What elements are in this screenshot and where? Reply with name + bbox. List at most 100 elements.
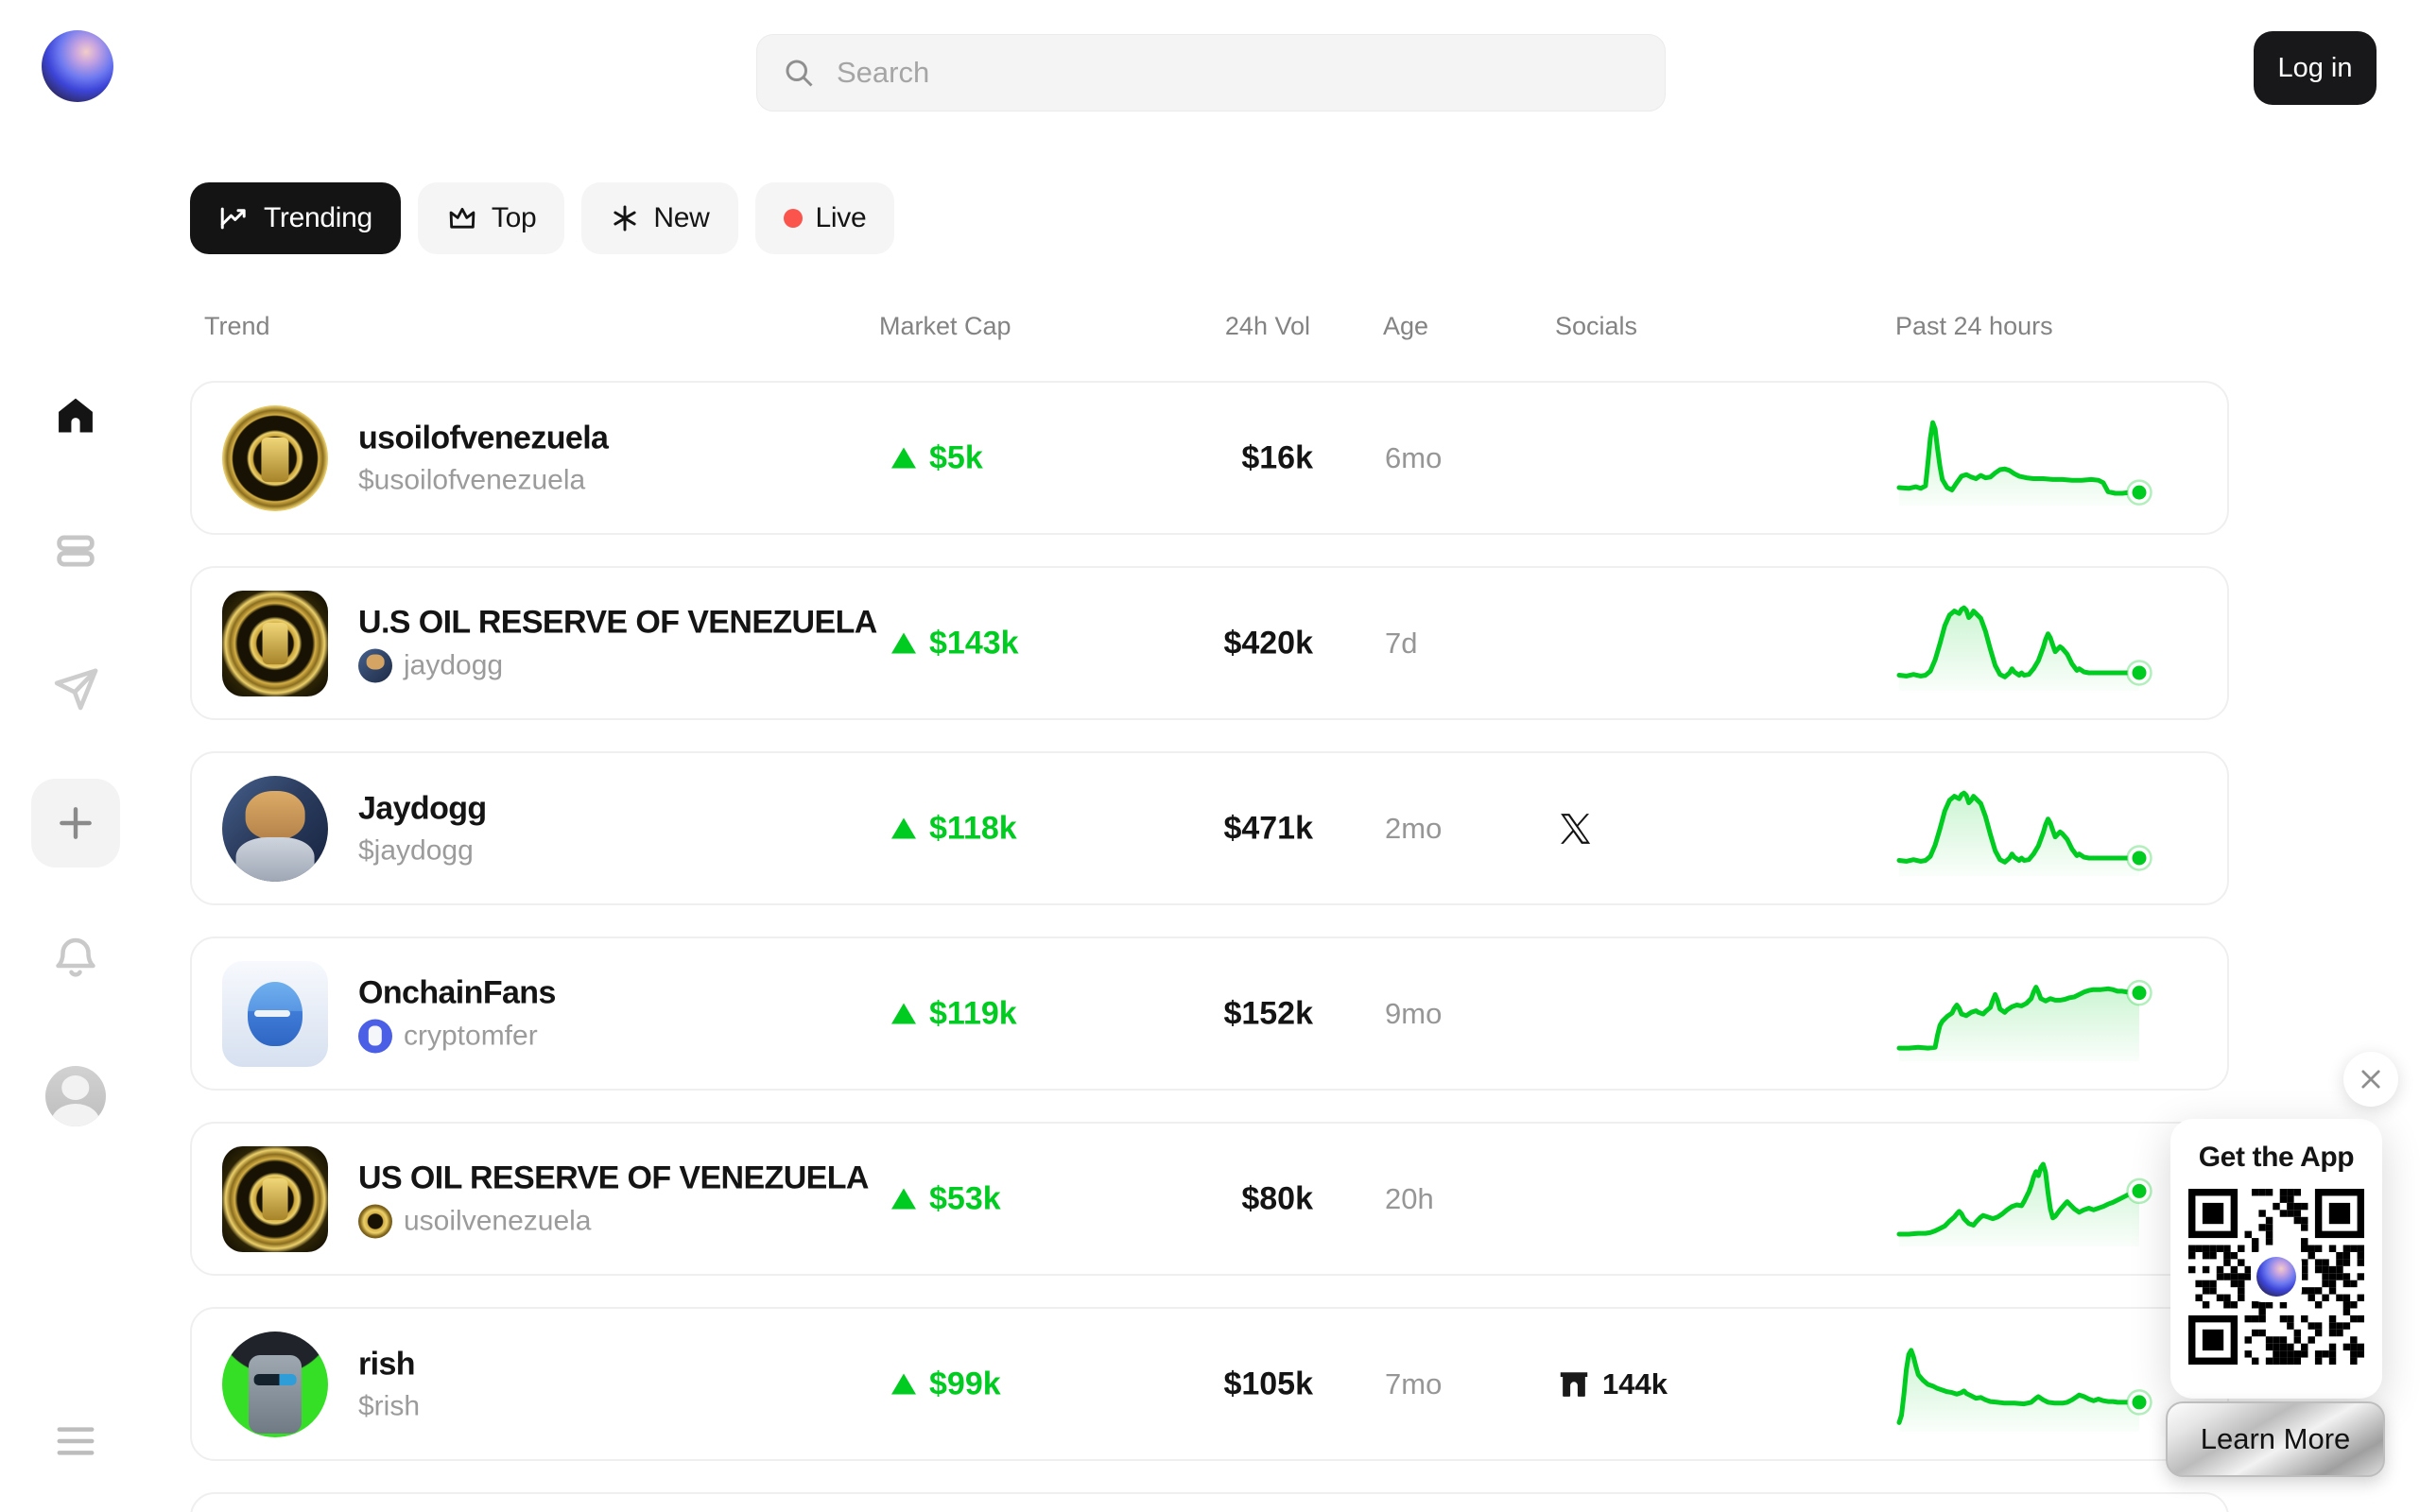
filter-top[interactable]: Top — [417, 182, 565, 254]
up-triangle-icon — [891, 1188, 916, 1210]
volume-cell: $471k — [1223, 810, 1313, 846]
live-dot-icon — [783, 209, 803, 228]
up-triangle-icon — [891, 817, 916, 839]
close-icon — [2361, 1070, 2380, 1089]
creator-handle: cryptomfer — [404, 1020, 538, 1051]
filter-new-label: New — [653, 202, 710, 233]
plus-icon — [60, 807, 92, 839]
sparkline-chart — [1896, 979, 2152, 1061]
col-trend: Trend — [204, 312, 270, 340]
filter-live[interactable]: Live — [754, 182, 895, 254]
token-row[interactable]: rish $rish $99k $105k 7mo 144k — [190, 1307, 2229, 1461]
creator-handle: jaydogg — [404, 649, 504, 680]
trending-up-icon — [220, 207, 246, 230]
search-icon — [786, 60, 813, 87]
token-row[interactable]: OnchainFans cryptomfer $119k $152k 9mo — [190, 936, 2229, 1091]
login-button[interactable]: Log in — [2254, 31, 2377, 105]
age-cell: 2mo — [1385, 811, 1443, 845]
col-market-cap: Market Cap — [879, 312, 1011, 340]
up-triangle-icon — [891, 1003, 916, 1024]
token-row-partial[interactable] — [190, 1492, 2229, 1512]
menu-hamburger-icon[interactable] — [54, 1422, 97, 1460]
token-row[interactable]: U.S OIL RESERVE OF VENEZUELA jaydogg $14… — [190, 566, 2229, 720]
token-image — [222, 405, 328, 511]
search-input[interactable] — [835, 55, 1640, 91]
volume-cell: $16k — [1241, 439, 1313, 475]
token-ticker: $jaydogg — [358, 834, 474, 866]
volume-cell: $80k — [1241, 1180, 1313, 1216]
up-triangle-icon — [891, 447, 916, 469]
volume-cell: $152k — [1223, 995, 1313, 1031]
filter-new[interactable]: New — [581, 182, 738, 254]
creator-avatar — [358, 648, 392, 682]
token-row[interactable]: usoilofvenezuela $usoilofvenezuela $5k $… — [190, 381, 2229, 535]
token-row[interactable]: US OIL RESERVE OF VENEZUELA usoilvenezue… — [190, 1122, 2229, 1276]
socials-cell — [1557, 811, 1593, 847]
zora-sphere-icon — [2256, 1257, 2296, 1297]
sparkline-chart — [1896, 790, 2152, 876]
profile-avatar[interactable] — [45, 1066, 106, 1126]
age-cell: 20h — [1385, 1181, 1434, 1215]
qr-code — [2188, 1189, 2364, 1365]
market-cap-cell: $99k — [891, 1366, 1001, 1402]
token-name: rish — [358, 1346, 416, 1382]
token-name: Jaydogg — [358, 790, 487, 826]
age-cell: 9mo — [1385, 996, 1443, 1030]
sidebar — [0, 0, 151, 1512]
x-social-icon[interactable] — [1557, 811, 1593, 847]
creator-handle: usoilvenezuela — [404, 1205, 592, 1236]
send-icon[interactable] — [49, 662, 102, 714]
filter-top-label: Top — [491, 202, 537, 233]
token-image — [222, 1146, 328, 1252]
stack-icon[interactable] — [51, 526, 100, 576]
notifications-bell-icon[interactable] — [50, 932, 101, 983]
token-image — [222, 591, 328, 696]
col-24h-vol: 24h Vol — [1224, 312, 1310, 340]
crown-icon — [449, 207, 475, 229]
promo-close-button[interactable] — [2343, 1052, 2398, 1107]
creator-avatar — [358, 1204, 392, 1238]
age-cell: 7mo — [1385, 1366, 1443, 1400]
create-plus-button[interactable] — [31, 779, 120, 868]
sparkle-asterisk-icon — [614, 205, 636, 232]
volume-cell: $105k — [1223, 1366, 1313, 1401]
market-cap-cell: $143k — [891, 625, 1019, 662]
home-icon[interactable] — [52, 392, 99, 439]
follower-count: 144k — [1602, 1366, 1668, 1400]
farcaster-icon[interactable] — [1557, 1367, 1591, 1401]
filter-trending[interactable]: Trending — [190, 182, 401, 254]
up-triangle-icon — [891, 632, 916, 654]
token-name: US OIL RESERVE OF VENEZUELA — [358, 1160, 869, 1195]
token-row[interactable]: Jaydogg $jaydogg $118k $471k 2mo — [190, 751, 2229, 905]
learn-more-button[interactable]: Learn More — [2166, 1401, 2385, 1477]
get-the-app-card: Get the App — [2170, 1119, 2382, 1399]
filter-trending-label: Trending — [264, 202, 372, 233]
sparkline-chart — [1896, 420, 2152, 506]
col-age: Age — [1383, 312, 1429, 340]
market-cap-cell: $53k — [891, 1180, 1001, 1217]
sparkline-chart — [1896, 1161, 2152, 1246]
token-image — [222, 776, 328, 882]
filter-live-label: Live — [815, 202, 867, 233]
token-ticker: $usoilofvenezuela — [358, 464, 586, 495]
token-name: usoilofvenezuela — [358, 420, 609, 455]
up-triangle-icon — [891, 1373, 916, 1395]
sparkline-chart — [1896, 605, 2152, 691]
filter-bar: Trending Top New Live — [190, 182, 895, 254]
creator-avatar — [358, 1019, 392, 1053]
socials-cell: 144k — [1557, 1367, 1668, 1401]
market-cap-cell: $5k — [891, 439, 983, 476]
market-cap-cell: $119k — [891, 995, 1017, 1032]
token-name: OnchainFans — [358, 974, 556, 1010]
col-past-24-hours: Past 24 hours — [1895, 312, 2053, 340]
token-image — [222, 961, 328, 1067]
search-bar[interactable] — [756, 34, 1666, 112]
age-cell: 6mo — [1385, 440, 1443, 474]
token-ticker: $rish — [358, 1390, 421, 1421]
token-image — [222, 1332, 328, 1437]
market-cap-cell: $118k — [891, 810, 1017, 847]
col-socials: Socials — [1555, 312, 1638, 340]
zora-sphere-logo[interactable] — [42, 30, 113, 102]
volume-cell: $420k — [1223, 625, 1313, 661]
